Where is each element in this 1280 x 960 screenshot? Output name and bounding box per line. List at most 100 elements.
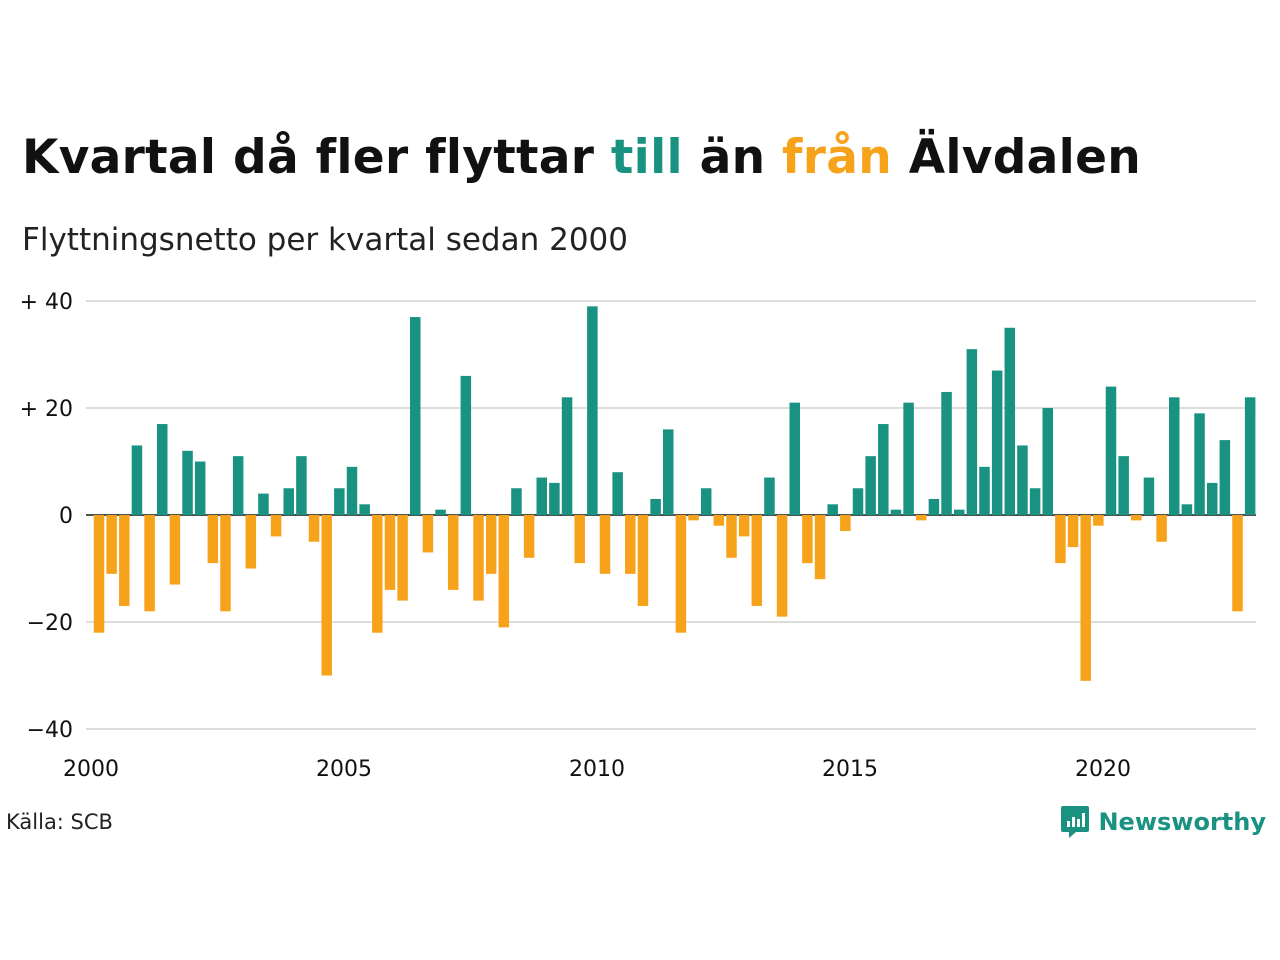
bar	[245, 515, 257, 569]
bar	[840, 515, 851, 532]
bar	[119, 515, 130, 606]
bar	[941, 391, 952, 515]
x-axis-ticks: 2000 2005 2010 2015 2020	[63, 757, 1131, 782]
bar	[1206, 482, 1218, 515]
bar	[460, 375, 472, 515]
bar	[1017, 445, 1028, 515]
title-part-3: Älvdalen	[892, 130, 1142, 185]
bar	[1232, 515, 1243, 612]
bar	[511, 488, 522, 515]
bar	[574, 515, 585, 564]
bar	[1219, 440, 1231, 515]
bar	[283, 488, 294, 515]
bar	[447, 515, 459, 590]
bar	[1067, 515, 1079, 548]
bar	[776, 515, 788, 617]
bar	[1244, 397, 1256, 515]
bar	[637, 515, 649, 606]
bar	[169, 515, 181, 585]
bar	[270, 515, 282, 537]
bar	[916, 515, 927, 521]
bar	[384, 515, 396, 590]
y-tick-label: −20	[27, 611, 73, 636]
bar	[523, 515, 535, 558]
bar	[182, 450, 193, 515]
net-migration-bar-chart: + 40 + 20 0 −20 −40 2000 2005 2010 2015 2020	[20, 290, 1256, 782]
bar	[157, 424, 168, 515]
bar	[258, 493, 269, 515]
bar	[852, 488, 864, 515]
bar	[663, 429, 674, 515]
bar	[1169, 397, 1180, 515]
x-tick-label: 2010	[569, 757, 625, 782]
bar	[1118, 456, 1129, 515]
bar	[1181, 504, 1193, 515]
title-part-1: Kvartal då fler flyttar	[22, 130, 611, 185]
bar	[814, 515, 826, 580]
bar	[713, 515, 725, 526]
bar	[422, 515, 434, 553]
bar	[194, 461, 206, 515]
bar	[979, 466, 990, 515]
bar	[207, 515, 219, 564]
brand-name: Newsworthy	[1098, 808, 1266, 836]
bar	[561, 397, 573, 515]
bar	[726, 515, 737, 558]
x-tick-label: 2005	[316, 757, 372, 782]
bar	[650, 498, 661, 515]
bar	[334, 488, 345, 515]
y-axis-ticks: + 40 + 20 0 −20 −40	[20, 290, 73, 743]
bar	[1093, 515, 1104, 526]
bars	[93, 306, 1256, 681]
bar	[397, 515, 408, 601]
bar	[1042, 408, 1053, 515]
bar	[991, 370, 1003, 515]
title-till-highlight: till	[610, 130, 683, 185]
bar	[473, 515, 484, 601]
bar	[675, 515, 687, 633]
bar	[587, 306, 598, 515]
y-tick-label: + 20	[20, 397, 73, 422]
bar	[827, 504, 838, 515]
bar	[1004, 327, 1016, 515]
bar	[359, 504, 370, 515]
bar	[751, 515, 763, 606]
bar	[435, 509, 446, 515]
bar	[232, 456, 244, 515]
bar	[346, 466, 358, 515]
bar	[1194, 413, 1205, 515]
y-tick-label: + 40	[20, 290, 73, 315]
x-tick-label: 2015	[822, 757, 878, 782]
bar	[789, 402, 800, 515]
bar	[144, 515, 155, 612]
x-tick-label: 2020	[1075, 757, 1131, 782]
bar	[865, 456, 876, 515]
bar	[1055, 515, 1066, 564]
bar	[321, 515, 332, 676]
bar	[1156, 515, 1167, 542]
bar	[1029, 488, 1041, 515]
bar	[612, 472, 623, 515]
title-part-2: än	[682, 130, 783, 185]
bar	[966, 349, 978, 515]
bar	[549, 482, 560, 515]
bar	[372, 515, 383, 633]
bar	[1080, 515, 1091, 681]
bar	[485, 515, 497, 574]
bar	[953, 509, 965, 515]
bar	[498, 515, 510, 628]
bar	[890, 509, 902, 515]
bar	[220, 515, 231, 612]
title-fran-highlight: från	[782, 130, 893, 185]
bar	[878, 424, 889, 515]
chart-subtitle: Flyttningsnetto per kvartal sedan 2000	[22, 222, 628, 258]
bar	[536, 477, 547, 515]
y-tick-label: −40	[27, 718, 73, 743]
newsworthy-logo-icon	[1061, 806, 1090, 838]
bar	[700, 488, 712, 515]
newsworthy-brand: Newsworthy	[1060, 802, 1266, 842]
bar	[106, 515, 117, 574]
x-tick-label: 2000	[63, 757, 119, 782]
chart-title: Kvartal då fler flyttar till än från Älv…	[22, 130, 1141, 185]
bar	[802, 515, 813, 564]
